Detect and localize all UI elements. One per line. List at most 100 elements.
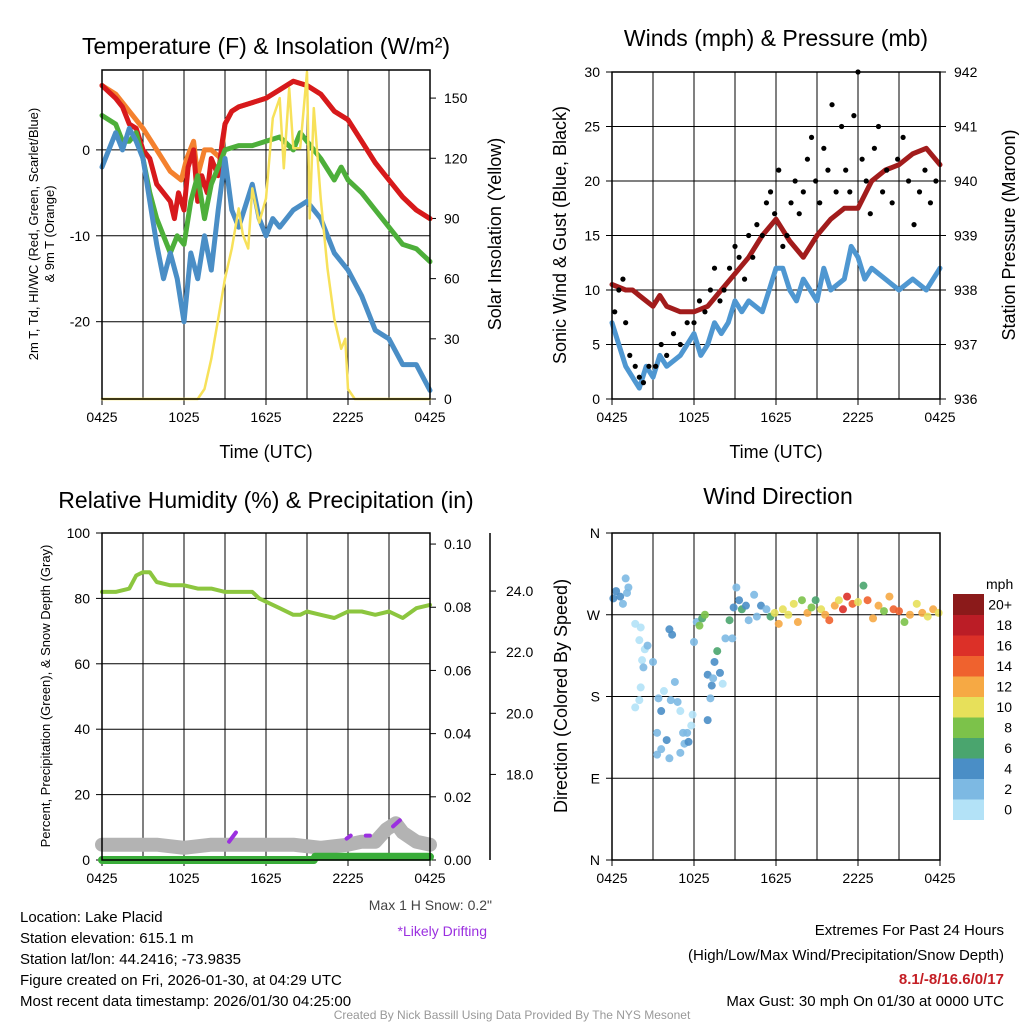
y2-tick-label: 150 xyxy=(444,90,468,106)
colorbar-swatch xyxy=(953,594,984,615)
gust-point xyxy=(684,320,690,326)
plot-frame xyxy=(611,532,941,861)
wind-direction-point xyxy=(863,596,872,605)
gust-point xyxy=(900,134,906,140)
x-tick-label: 0425 xyxy=(86,409,117,425)
wind-direction-point xyxy=(830,601,839,610)
wind-direction-point xyxy=(612,587,621,596)
colorbar-swatch xyxy=(953,778,984,800)
gust-point xyxy=(776,167,782,173)
gust-point xyxy=(839,123,845,130)
y3-tick-label: 18.0 xyxy=(506,766,533,782)
x-tick-label: 2225 xyxy=(332,870,363,886)
wind-direction-point xyxy=(859,581,868,590)
wind-direction-point xyxy=(676,748,685,757)
wind-direction-point xyxy=(732,583,741,592)
wind-direction-point xyxy=(662,736,671,745)
wind-direction-point xyxy=(900,618,909,627)
wind-direction-point xyxy=(879,607,888,616)
wind-direction-point xyxy=(683,728,692,737)
y2-tick-label: 60 xyxy=(444,271,460,287)
y2-tick-label: 937 xyxy=(954,337,978,353)
y-tick-label: 10 xyxy=(584,282,600,298)
y2-tick-label: 0 xyxy=(444,391,452,407)
wind-direction-point xyxy=(741,601,750,610)
y2-tick-label: 942 xyxy=(954,64,978,80)
y2-tick-label: 120 xyxy=(444,150,468,166)
y-tick-label: 0 xyxy=(82,852,90,868)
wind-direction-point xyxy=(762,605,771,614)
gust-point xyxy=(825,167,831,173)
wind-direction-point xyxy=(905,610,914,619)
latlon-text: Station lat/lon: 44.2416; -73.9835 xyxy=(20,951,241,968)
y-tick-label: 60 xyxy=(74,656,90,672)
likely-drifting-legend: *Likely Drifting xyxy=(398,923,487,939)
temperature-panel: Temperature (F) & Insolation (W/m²) Time… xyxy=(26,33,505,462)
y-tick-label: E xyxy=(591,770,600,786)
wind-direction-point xyxy=(653,728,662,737)
y-tick-label: -10 xyxy=(70,228,90,244)
gust-point xyxy=(833,189,839,195)
colorbar-label: 6 xyxy=(1004,740,1012,756)
gust-point xyxy=(696,298,703,304)
station-info: Location: Lake Placid Station elevation:… xyxy=(20,909,351,1010)
wind-direction-point xyxy=(624,583,633,592)
gust-point xyxy=(889,200,895,206)
y3-tick-label: 22.0 xyxy=(506,644,533,660)
y-tick-label: 20 xyxy=(584,173,600,189)
x-tick-label: 2225 xyxy=(842,409,873,425)
y-tick-label: 0 xyxy=(592,391,600,407)
winds-xlabel: Time (UTC) xyxy=(729,442,822,462)
gust-point xyxy=(933,178,939,184)
colorbar-label: 0 xyxy=(1004,801,1012,817)
x-tick-label: 1625 xyxy=(760,870,791,886)
wind-direction-point xyxy=(885,592,894,601)
gust-point xyxy=(702,309,708,315)
wind-direction-point xyxy=(869,614,878,623)
wind-direction-panel: Wind Direction Direction (Colored By Spe… xyxy=(551,483,1013,886)
x-tick-label: 0425 xyxy=(596,870,627,886)
wind-direction-point xyxy=(735,596,744,605)
gust-point xyxy=(895,156,901,162)
gust-point xyxy=(863,178,869,184)
gust-point xyxy=(922,167,928,173)
x-tick-label: 0425 xyxy=(86,870,117,886)
wind-direction-point xyxy=(729,603,738,612)
wind-direction-point xyxy=(793,618,802,627)
wind-direction-point xyxy=(684,737,693,746)
y2-tick-label: 90 xyxy=(444,210,460,226)
extremes-subtitle: (High/Low/Max Wind/Precipitation/Snow De… xyxy=(688,947,1004,964)
x-tick-label: 0425 xyxy=(414,870,445,886)
gust-point xyxy=(792,178,798,184)
wind-direction-point xyxy=(631,703,640,712)
y2-tick-label: 940 xyxy=(954,173,978,189)
gust-point xyxy=(821,145,827,151)
wind-direction-point xyxy=(670,677,679,686)
x-tick-label: 1025 xyxy=(678,409,709,425)
pressure-ylabel: Station Pressure (Maroon) xyxy=(999,129,1019,340)
wind-direction-point xyxy=(750,590,759,599)
wind-direction-point xyxy=(874,601,883,610)
y2-tick-label: 0.10 xyxy=(444,536,471,552)
gust-point xyxy=(677,341,683,348)
wind-direction-point xyxy=(618,599,627,608)
plot-frame xyxy=(611,71,941,400)
wind-direction-point xyxy=(621,574,630,583)
location-text: Location: Lake Placid xyxy=(20,909,163,926)
colorbar-swatch xyxy=(953,635,984,656)
wind-direction-point xyxy=(638,656,647,665)
colorbar-label: 8 xyxy=(1004,719,1012,735)
wind-direction-point xyxy=(706,694,715,703)
gust-point xyxy=(736,254,742,260)
x-tick-label: 1625 xyxy=(250,870,281,886)
wind-direction-point xyxy=(715,668,724,677)
gust-point xyxy=(746,232,752,239)
plot-frame xyxy=(101,532,431,861)
gust-point xyxy=(717,298,723,304)
gust-point xyxy=(664,352,670,358)
likely-drifting-segment xyxy=(227,830,238,844)
x-tick-label: 1625 xyxy=(250,409,281,425)
temperature-ylabel-1: 2m T, Td, HI/WC (Red, Green, Scarlet/Blu… xyxy=(26,108,41,360)
colorbar-label: 4 xyxy=(1004,760,1012,776)
gust-point xyxy=(772,211,778,217)
